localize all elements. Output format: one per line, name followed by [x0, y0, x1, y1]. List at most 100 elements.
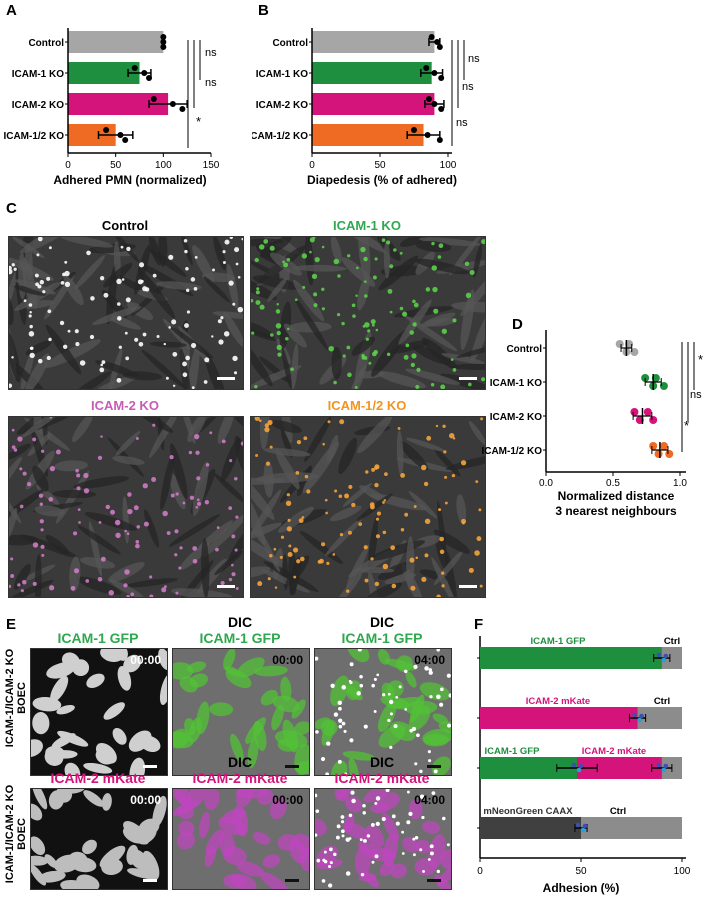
d-point-0-3: [630, 348, 639, 356]
b-point-0-2: [436, 44, 443, 50]
d-category-3: ICAM-1/2 KO: [481, 446, 542, 457]
sig-d-1: *: [698, 352, 703, 367]
e-dic-3: DIC: [369, 614, 395, 630]
c-title-icam2: ICAM-2 KO: [91, 398, 159, 413]
d-category-0: Control: [506, 344, 542, 355]
e-title-2: ICAM-1 GFP: [199, 630, 281, 646]
b-point-1-1: [431, 70, 438, 76]
sig-a-1: ns: [205, 47, 217, 59]
d-tick-0: 0.0: [539, 478, 553, 489]
f-mkate-bar-1: [480, 707, 638, 729]
f-err-2b-dot-0: [656, 762, 662, 768]
sig-b-2: ns: [462, 81, 474, 93]
b-tick-1: 50: [374, 160, 386, 171]
d-category-1: ICAM-1 KO: [490, 378, 542, 389]
sig-d-2: ns: [690, 389, 702, 401]
f-label-ctrl-0: Ctrl: [664, 636, 680, 647]
f-err-2a-dot-1: [576, 767, 582, 773]
b-tick-2: 100: [440, 160, 457, 171]
f-err-3-dot-1: [580, 827, 586, 833]
image-e-dic-gfp-4: 04:00: [314, 648, 452, 776]
a-point-0-1: [160, 39, 167, 45]
image-icam2-ko: [8, 416, 244, 598]
panel-label-e: E: [6, 616, 17, 633]
e-rowlabel-top: ICAM-1/ICAM-2 KO BOEC: [4, 648, 28, 748]
b-xlabel: Diapedesis (% of adhered): [307, 173, 457, 187]
f-err-3-dot-0: [575, 822, 581, 828]
chart-d: Control ICAM-1 KO ICAM-2 KO ICAM-1/2 KO 0.0…: [481, 330, 703, 518]
b-category-0: Control: [272, 38, 308, 49]
f-label-ctrl-3: Ctrl: [610, 806, 626, 817]
a-tick-3: 150: [203, 160, 220, 171]
a-category-1: ICAM-1 KO: [12, 69, 64, 80]
b-point-3-1: [424, 132, 431, 138]
e-rowlabel-bottom: ICAM-1/ICAM-2 KO BOEC: [4, 784, 28, 884]
f-err-0-dot-1: [661, 657, 667, 663]
image-e-dic-mkate-0: 00:00: [172, 788, 310, 890]
d-point-3-0: [649, 442, 658, 450]
c-title-icam12: ICAM-1/2 KO: [327, 398, 407, 413]
b-point-2-2: [438, 106, 445, 112]
b-category-2: ICAM-2 KO: [256, 100, 308, 111]
e-dic-2: DIC: [227, 614, 253, 630]
a-category-0: Control: [28, 38, 64, 49]
f-err-3-dot-2: [582, 823, 588, 829]
f-err-2b-dot-1: [661, 767, 667, 773]
c-title-icam1: ICAM-1 KO: [333, 218, 401, 233]
f-label-mkate: ICAM-2 mKate: [526, 696, 590, 707]
b-bar-1: [312, 62, 432, 84]
a-bar-0: [68, 31, 164, 53]
f-tick-1: 50: [575, 866, 587, 877]
chart-a: Control ICAM-1 KO ICAM-2 KO ICAM-1/2 KO 0 50…: [3, 28, 220, 187]
f-err-1-dot-1: [637, 717, 642, 723]
a-point-2-0: [150, 96, 157, 102]
e-title-4: ICAM-2 mKate: [50, 770, 146, 786]
e-dic-5: DIC: [227, 754, 253, 770]
image-e-gfp-0: 00:00: [30, 648, 168, 776]
d-point-3-3: [665, 450, 674, 458]
image-e-mkate-0: 00:00: [30, 788, 168, 890]
f-err-0-dot-0: [656, 652, 662, 658]
b-category-3: ICAM-1/2 KO: [252, 131, 308, 142]
panel-label-b: B: [258, 2, 269, 19]
d-point-0-0: [615, 340, 624, 348]
a-point-3-0: [103, 127, 110, 133]
b-point-0-1: [434, 39, 441, 45]
panel-label-c: C: [6, 200, 17, 217]
panel-label-d: D: [512, 316, 523, 333]
c-title-control: Control: [101, 218, 149, 233]
d-point-2-2: [643, 408, 652, 416]
panel-label-a: A: [6, 2, 17, 19]
b-point-0-0: [428, 34, 435, 40]
f-label-gfp-2: ICAM-1 GFP: [485, 746, 541, 757]
b-point-3-2: [436, 137, 443, 143]
a-bar-1: [68, 62, 140, 84]
a-point-1-2: [146, 75, 153, 81]
f-tick-0: 0: [477, 866, 483, 877]
b-point-3-0: [411, 127, 417, 133]
a-point-2-2: [179, 106, 186, 112]
chart-b: Control ICAM-1 KO ICAM-2 KO ICAM-1/2 KO 0 50…: [252, 28, 480, 187]
sig-b-3: ns: [456, 117, 468, 129]
d-tick-1: 0.5: [606, 478, 620, 489]
f-gfp-bar-0: [480, 647, 662, 669]
f-label-gfp: ICAM-1 GFP: [531, 636, 587, 647]
b-category-1: ICAM-1 KO: [256, 69, 308, 80]
d-point-3-2: [659, 442, 668, 450]
a-point-0-2: [160, 44, 167, 50]
b-point-2-1: [431, 101, 438, 107]
a-point-3-1: [117, 132, 124, 138]
a-point-0-0: [160, 34, 167, 40]
a-tick-2: 100: [155, 160, 172, 171]
f-label-mkate-2: ICAM-2 mKate: [582, 746, 646, 757]
b-point-1-2: [438, 75, 445, 81]
e-title-3: ICAM-1 GFP: [341, 630, 423, 646]
image-control: [8, 236, 244, 390]
a-point-3-2: [122, 137, 129, 143]
b-bar-2: [312, 93, 435, 115]
a-point-1-1: [141, 70, 148, 76]
d-point-2-3: [649, 416, 658, 424]
a-category-3: ICAM-1/2 KO: [3, 131, 64, 142]
f-err-1-dot-2: [639, 713, 644, 719]
b-bar-3: [312, 124, 424, 146]
